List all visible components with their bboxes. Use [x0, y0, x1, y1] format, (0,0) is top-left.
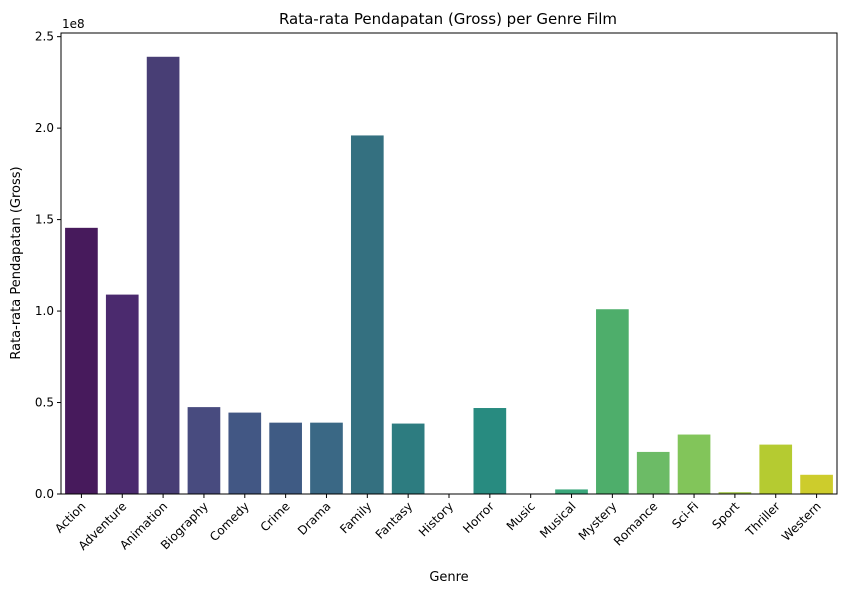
bars-group — [65, 56, 833, 495]
bar-drama — [310, 422, 343, 494]
bar-horror — [473, 408, 507, 494]
bar-action — [65, 227, 98, 494]
y-tick-label: 0.5 — [35, 396, 54, 410]
x-tick-label: Horror — [460, 499, 497, 536]
bar-romance — [636, 451, 670, 494]
x-tick-label: Thriller — [742, 499, 782, 539]
x-tick-label: History — [416, 499, 456, 539]
x-tick-label: Romance — [611, 499, 660, 548]
y-tick-label: 0.0 — [35, 487, 54, 501]
x-tick-label: Comedy — [207, 499, 252, 544]
y-offset-label: 1e8 — [62, 17, 85, 31]
x-axis-label: Genre — [429, 570, 468, 585]
chart-title: Rata-rata Pendapatan (Gross) per Genre F… — [279, 10, 617, 28]
y-axis: 0.0 0.5 1.0 1.5 2.0 2.5 — [35, 30, 61, 501]
bar-thriller — [759, 444, 793, 494]
x-tick-label: Sci-Fi — [669, 499, 701, 531]
bar-biography — [187, 407, 221, 494]
x-tick-label: Fantasy — [373, 499, 416, 542]
x-tick-label: Music — [504, 499, 538, 533]
bar-family — [350, 135, 384, 494]
bar-adventure — [105, 294, 139, 494]
y-axis-label: Rata-rata Pendapatan (Gross) — [9, 166, 24, 359]
bar-mystery — [596, 309, 629, 494]
x-tick-label: Action — [52, 499, 88, 535]
y-tick-label: 2.0 — [35, 121, 54, 135]
y-tick-label: 1.5 — [35, 213, 54, 227]
x-tick-label: Musical — [537, 499, 579, 541]
x-tick-label: Family — [337, 499, 374, 536]
bar-western — [800, 474, 833, 494]
bar-fantasy — [391, 423, 425, 494]
bar-animation — [146, 56, 180, 495]
y-tick-label: 2.5 — [35, 30, 54, 44]
bar-sci-fi — [677, 434, 711, 494]
bar-crime — [269, 422, 302, 494]
y-tick-label: 1.0 — [35, 304, 54, 318]
bar-musical — [555, 489, 588, 494]
x-tick-label: Sport — [709, 499, 742, 532]
x-tick-label: Crime — [258, 499, 293, 534]
plot-frame — [60, 32, 838, 495]
bar-sport — [718, 492, 752, 494]
bar-comedy — [228, 412, 262, 494]
x-tick-label: Western — [779, 499, 824, 544]
x-tick-label: Drama — [295, 499, 334, 538]
